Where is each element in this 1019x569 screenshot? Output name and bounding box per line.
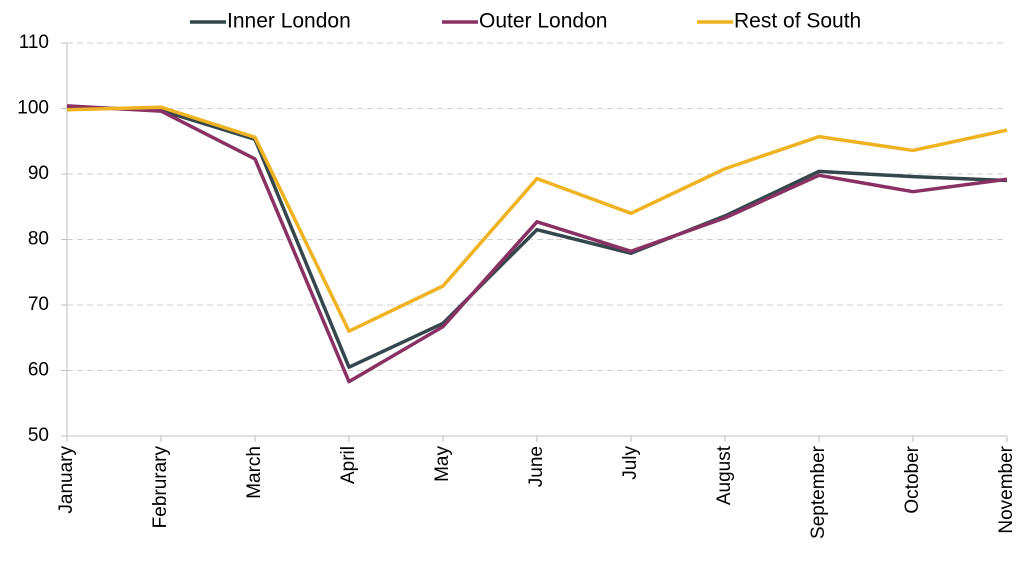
x-tick-label: September [808,445,829,539]
y-tick-label: 70 [28,294,49,315]
series-line [66,104,1008,384]
x-tick-label: Februrary [150,446,171,529]
series-line [66,104,1008,369]
x-tick-label: August [714,445,735,505]
legend-label: Rest of South [734,10,861,33]
legend-label: Inner London [227,10,351,33]
x-tick-label: March [244,446,265,499]
y-tick-label: 110 [19,32,49,53]
x-tick-label: January [56,446,77,514]
y-tick-label: 50 [28,425,49,446]
x-tick-label: October [902,445,923,513]
x-tick-label: July [620,446,641,480]
x-tick-label: April [338,446,359,484]
y-tick-label: 60 [28,360,49,381]
x-tick-label: June [526,446,547,487]
series-line [66,105,1008,333]
x-tick-label: November [996,445,1017,533]
x-tick-label: May [432,446,453,482]
legend-label: Outer London [479,10,607,33]
y-tick-label: 90 [28,163,49,184]
y-tick-label: 80 [28,229,49,250]
y-tick-label: 100 [17,98,49,119]
